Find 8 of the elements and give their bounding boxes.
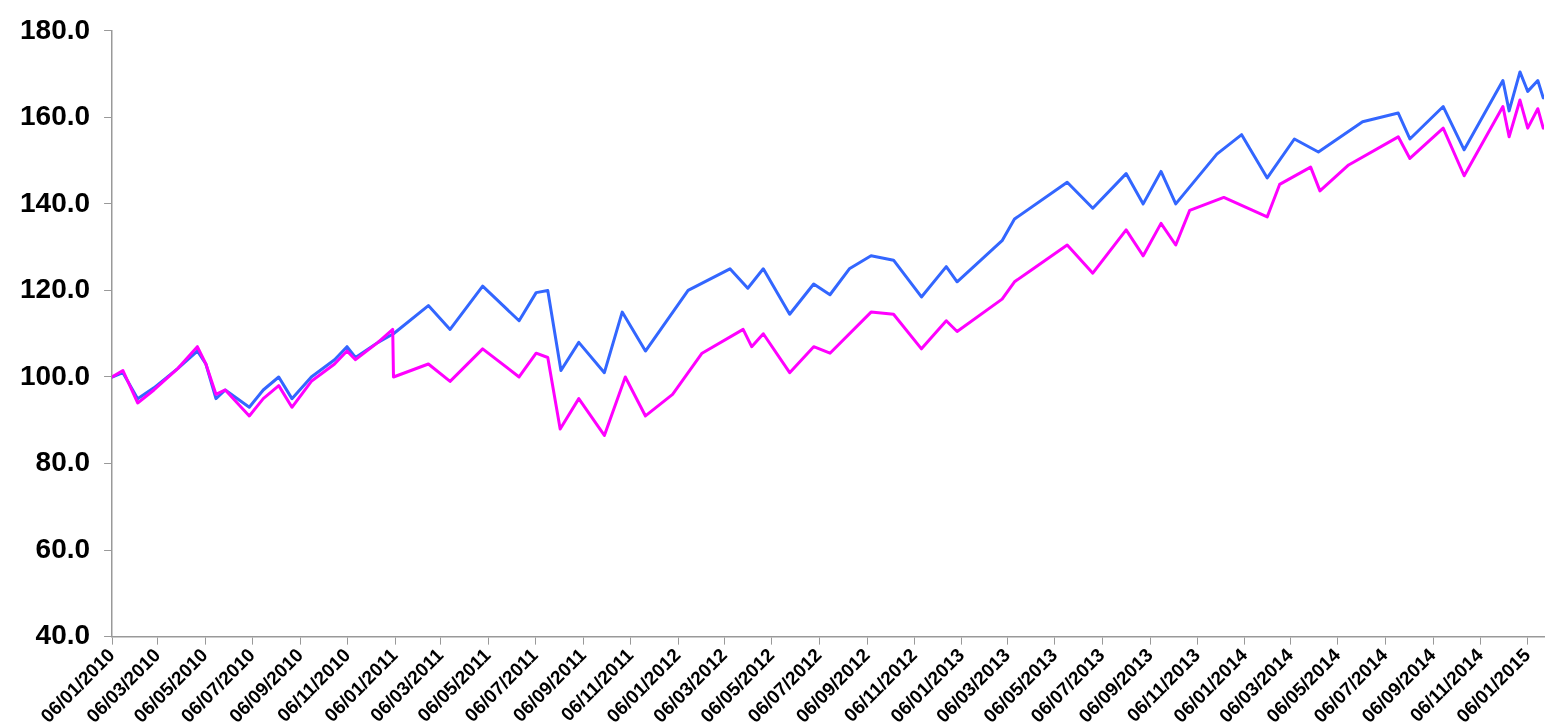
y-tick-label: 40.0 (35, 619, 91, 651)
y-tick-label: 80.0 (35, 446, 91, 478)
y-tick-label: 180.0 (19, 13, 91, 45)
y-tick-label: 120.0 (19, 273, 91, 305)
y-tick-label: 100.0 (19, 359, 91, 391)
y-tick-label: 160.0 (19, 100, 91, 132)
y-tick-label: 140.0 (19, 186, 91, 218)
y-tick-label: 60.0 (35, 532, 91, 564)
